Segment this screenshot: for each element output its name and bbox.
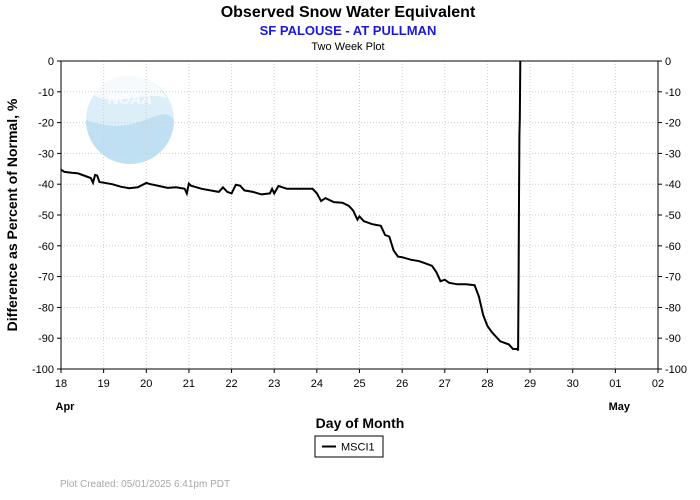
y-axis-left: 0 -10 -20 -30 -40 -50 -60 -70 -80 -90 -100 [32, 56, 61, 376]
x-month-label: Apr [56, 401, 76, 413]
y-tick-label-right: -70 [665, 272, 681, 284]
x-axis: 18 19 20 21 22 23 24 25 26 27 28 29 30 01 02 [55, 369, 664, 390]
x-tick-label: 21 [183, 378, 195, 390]
y-tick-label-left: -70 [38, 272, 54, 284]
y-tick-label-left: -30 [38, 148, 54, 160]
x-month-label: May [609, 401, 631, 413]
y-tick-label-left: -10 [38, 87, 54, 99]
y-tick-label-right: -30 [665, 148, 681, 160]
y-tick-label-right: -50 [665, 210, 681, 222]
y-tick-label-right: -40 [665, 179, 681, 191]
x-tick-label: 24 [311, 378, 323, 390]
y-tick-label-right: -20 [665, 118, 681, 130]
x-tick-label: 28 [481, 378, 493, 390]
x-tick-label: 30 [567, 378, 579, 390]
grid-lines [61, 61, 658, 369]
y-tick-label-left: -50 [38, 210, 54, 222]
y-tick-label-right: -90 [665, 333, 681, 345]
y-tick-label-right: -100 [665, 364, 687, 376]
x-tick-label: 01 [609, 378, 621, 390]
y-axis-right: 0 -10 -20 -30 -40 -50 -60 -70 -80 -90 -100 [658, 56, 687, 376]
y-tick-label-right: -80 [665, 302, 681, 314]
y-tick-label-left: -90 [38, 333, 54, 345]
series-layer [60, 60, 522, 351]
x-tick-label: 22 [225, 378, 237, 390]
x-tick-label: 19 [98, 378, 110, 390]
x-tick-label: 23 [268, 378, 280, 390]
chart-subtitle: SF PALOUSE - AT PULLMAN [260, 23, 437, 38]
y-tick-label-left: -40 [38, 179, 54, 191]
x-tick-label: 20 [140, 378, 152, 390]
y-tick-label-right: -60 [665, 241, 681, 253]
series-line-msci1 [60, 60, 522, 351]
chart-subtitle-secondary: Two Week Plot [311, 41, 384, 53]
logo-text: NOAA [108, 91, 152, 108]
y-tick-label-left: -100 [32, 364, 54, 376]
y-tick-label-left: -60 [38, 241, 54, 253]
legend: MSCI1 [314, 435, 384, 458]
x-tick-label: 27 [439, 378, 451, 390]
x-axis-label: Day of Month [316, 415, 405, 431]
x-tick-label: 29 [524, 378, 536, 390]
legend-label-msci1: MSCI1 [341, 442, 375, 454]
y-tick-label-left: -80 [38, 302, 54, 314]
chart-title: Observed Snow Water Equivalent [221, 4, 476, 21]
y-axis-label: Difference as Percent of Normal, % [4, 98, 20, 331]
legend-box [314, 435, 384, 458]
plot-created-footer: Plot Created: 05/01/2025 6:41pm PDT [60, 479, 230, 490]
x-axis-months: Apr May [56, 401, 631, 413]
x-tick-label: 02 [652, 378, 664, 390]
y-tick-label-left: -20 [38, 118, 54, 130]
y-tick-label-right: 0 [665, 56, 671, 68]
x-tick-label: 18 [55, 378, 67, 390]
y-tick-label-right: -10 [665, 87, 681, 99]
noaa-logo [86, 76, 174, 164]
x-tick-label: 26 [396, 378, 408, 390]
x-tick-label: 25 [353, 378, 365, 390]
y-tick-label-left: 0 [48, 56, 54, 68]
